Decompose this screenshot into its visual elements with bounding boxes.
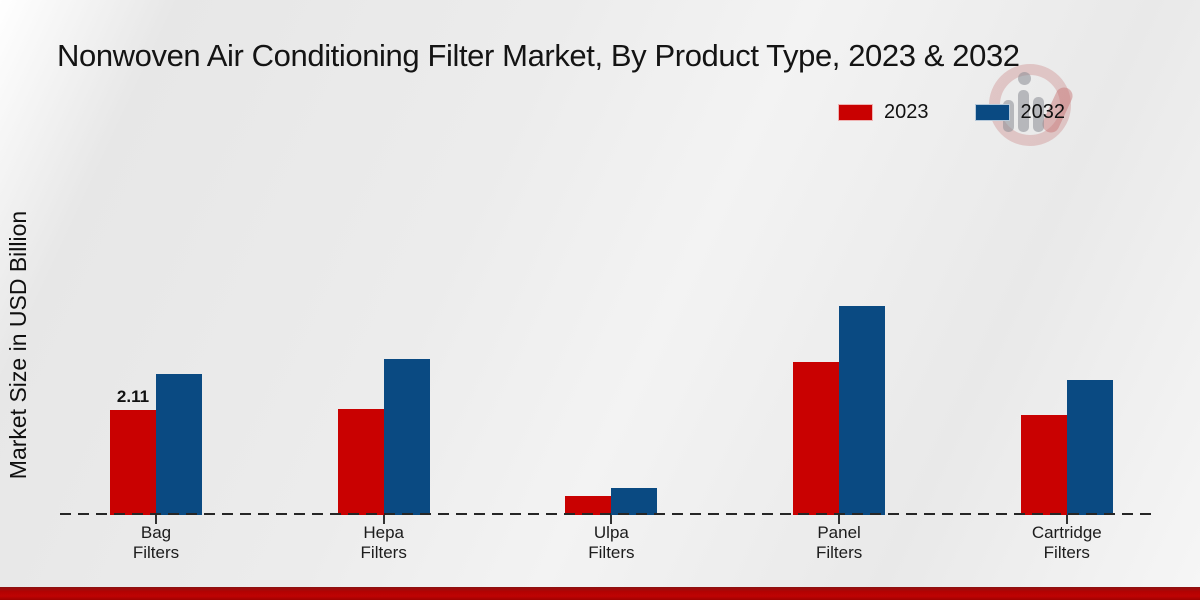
x-axis-tick (838, 515, 841, 524)
bar-2032-cartridge-filters (1066, 379, 1113, 515)
x-axis-category-label: Cartridge Filters (1031, 523, 1102, 563)
bar-2023-hepa-filters (337, 409, 384, 515)
bar-2032-ulpa-filters (611, 488, 658, 515)
x-axis-category-label: Bag Filters (132, 523, 180, 563)
logo-bar-icon (1033, 97, 1044, 132)
bar-2023-cartridge-filters (1020, 415, 1067, 515)
x-axis-tick (382, 515, 385, 524)
x-axis-tick (155, 515, 157, 524)
legend: 2023 2032 (838, 101, 1065, 124)
legend-swatch-2032-icon (974, 104, 1010, 121)
x-axis-category-label: Hepa Filters (360, 523, 407, 563)
x-axis-tick (610, 515, 613, 524)
x-axis-category-label: Ulpa Filters (588, 523, 635, 563)
x-axis-tick (1065, 515, 1068, 524)
bar-2032-hepa-filters (383, 359, 430, 515)
logo-bar-icon (1018, 90, 1029, 132)
bar-2032-panel-filters (839, 306, 886, 515)
x-axis-category-label: Panel Filters (815, 523, 863, 563)
y-axis-title: Market Size in USD Billion (5, 210, 31, 480)
bar-value-label: 2.11 (116, 387, 150, 407)
bar-2023-ulpa-filters (565, 496, 612, 515)
bar-2032-bag-filters (156, 373, 202, 515)
legend-item-2032: 2032 (974, 101, 1066, 124)
logo-dot-icon (1018, 72, 1031, 85)
chart-title: Nonwoven Air Conditioning Filter Market,… (57, 38, 1020, 73)
x-axis-line (60, 513, 1158, 516)
legend-label-2023: 2023 (884, 101, 929, 123)
bar-2023-panel-filters (793, 362, 840, 515)
legend-item-2023: 2023 (838, 101, 929, 124)
footer-accent-bar (0, 587, 1200, 600)
bar-2023-bag-filters (110, 410, 156, 515)
legend-swatch-2023-icon (838, 104, 873, 121)
legend-label-2032: 2032 (1020, 101, 1066, 123)
